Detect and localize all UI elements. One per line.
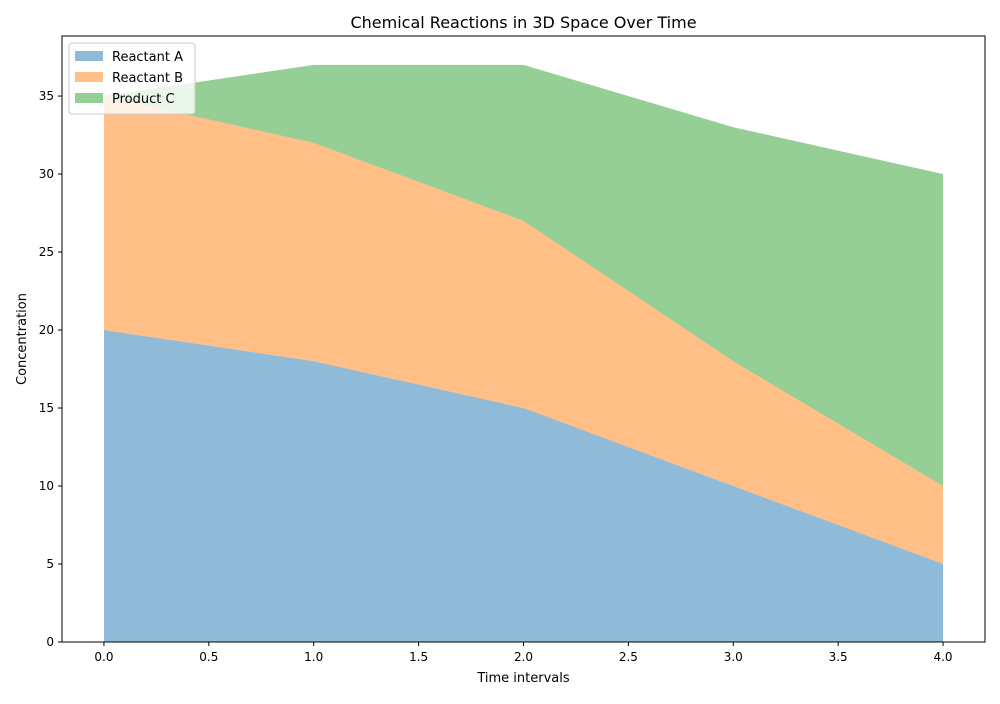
x-tick-label: 3.5 [829, 650, 848, 664]
area-series-product-c [103, 64, 944, 487]
chart-title: Chemical Reactions in 3D Space Over Time [350, 13, 696, 32]
area-series-reactant-a [103, 330, 944, 642]
y-tick-label: 15 [39, 401, 54, 415]
legend-swatch [75, 93, 103, 103]
x-tick-label: 4.0 [933, 650, 952, 664]
legend-label: Product C [112, 92, 175, 107]
x-tick-label: 2.0 [514, 650, 533, 664]
legend-swatch [75, 72, 103, 82]
y-tick-label: 35 [39, 89, 54, 103]
y-tick-label: 20 [39, 323, 54, 337]
y-tick-label: 10 [39, 479, 54, 493]
y-tick-label: 5 [46, 557, 54, 571]
y-tick-label: 30 [39, 167, 54, 181]
legend-swatch [75, 51, 103, 61]
area-series-reactant-b [103, 96, 944, 565]
x-tick-label: 1.5 [409, 650, 428, 664]
x-tick-label: 0.0 [94, 650, 113, 664]
x-tick-label: 1.0 [304, 650, 323, 664]
x-axis-label: Time intervals [476, 671, 570, 686]
areas-layer [103, 64, 944, 642]
y-axis-ticks: 0 5 10 15 20 25 30 35 [39, 89, 62, 649]
x-tick-label: 0.5 [199, 650, 218, 664]
legend-label: Reactant A [112, 50, 183, 65]
x-axis-ticks: 0.0 0.5 1.0 1.5 2.0 2.5 3.0 3.5 4.0 [94, 642, 953, 664]
y-tick-label: 25 [39, 245, 54, 259]
y-axis-label: Concentration [15, 293, 30, 385]
x-tick-label: 2.5 [619, 650, 638, 664]
y-tick-label: 0 [46, 635, 54, 649]
legend-label: Reactant B [112, 71, 183, 86]
legend: Reactant A Reactant B Product C [68, 42, 196, 115]
x-tick-label: 3.0 [724, 650, 743, 664]
